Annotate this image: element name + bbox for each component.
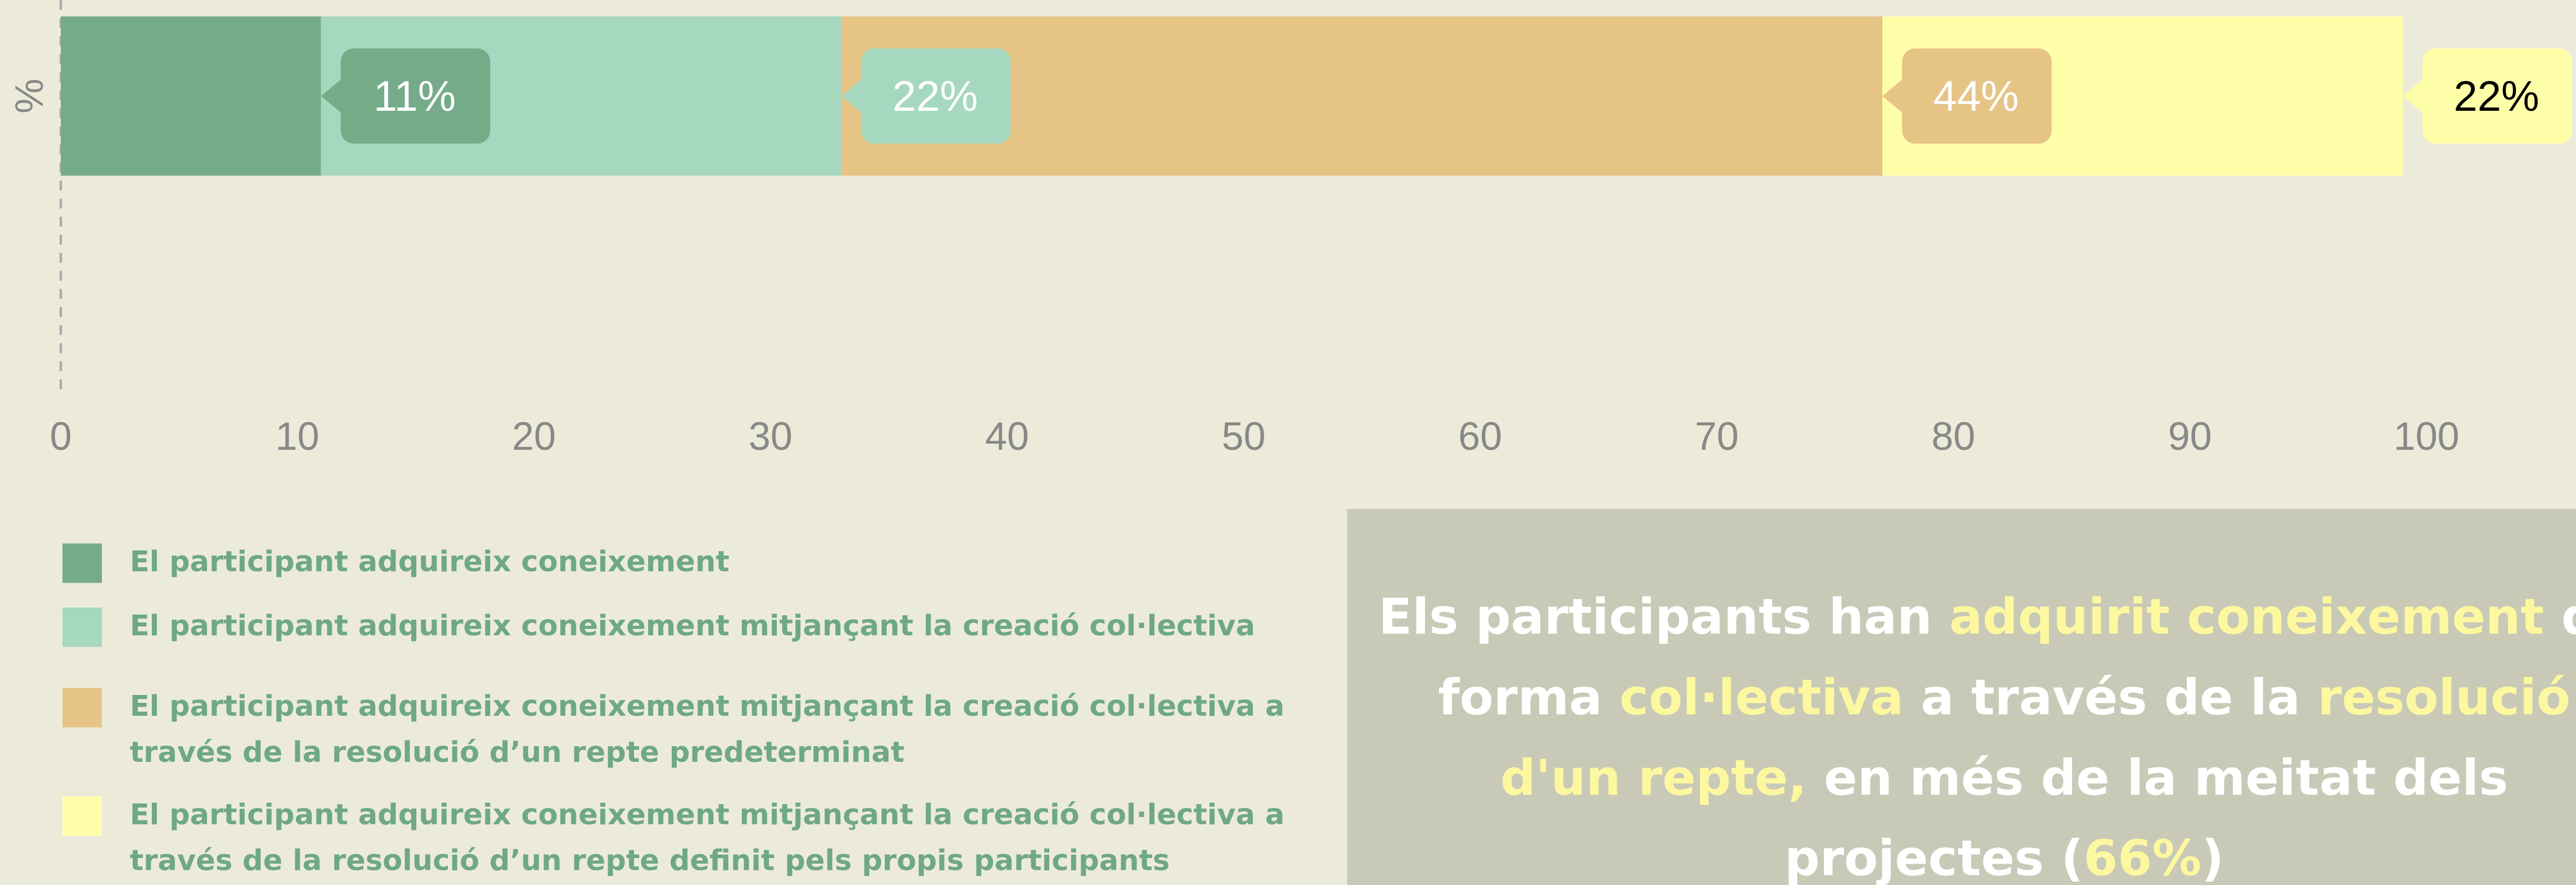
value-label-box: [321, 48, 491, 144]
legend-text: El participant adquireix coneixement mit…: [129, 691, 1285, 770]
annotation-part: a través de la: [1903, 670, 2318, 728]
annotation-part: Els participants han: [1378, 589, 1949, 647]
legend-entry: El participant adquireix coneixement mit…: [129, 800, 1285, 879]
bar-segment: [841, 16, 1883, 176]
annotation-part: resolució d'un repte,: [1500, 670, 2571, 808]
legend-entry: El participant adquireix coneixement mit…: [129, 611, 1256, 644]
annotation: Els participants han adquirit coneixemen…: [1372, 578, 2576, 885]
x-tick-label: 70: [1695, 414, 1739, 458]
value-label: 44%: [1934, 73, 2019, 120]
x-tick-label: 100: [2394, 414, 2460, 458]
value-label-box: [2403, 48, 2572, 144]
legend-swatch: [62, 688, 102, 728]
x-tick-label: 50: [1222, 414, 1266, 458]
bar-segment: [61, 16, 321, 176]
legend-text: El participant adquireix coneixement mit…: [129, 611, 1256, 644]
annotation-part: de forma: [1438, 589, 2576, 728]
x-tick-label: 20: [512, 414, 556, 458]
legend-entry: El participant adquireix coneixement mit…: [129, 691, 1285, 770]
legend-entry: El participant adquireix coneixement: [129, 547, 730, 580]
annotation-part: col·lectiva: [1619, 670, 1904, 728]
x-tick-label: 90: [2168, 414, 2212, 458]
annotation-part: en més de la meitat dels projectes (: [1784, 750, 2508, 885]
x-tick-label: 0: [50, 414, 72, 458]
x-tick-label: 40: [985, 414, 1029, 458]
annotation-box: [1347, 509, 2576, 885]
annotation-part: ): [2201, 830, 2224, 885]
legend-text: El participant adquireix coneixement: [129, 547, 730, 580]
value-label: 11%: [374, 73, 456, 120]
annotation-text: Els participants han adquirit coneixemen…: [1372, 578, 2576, 885]
legend-swatch: [62, 607, 102, 647]
x-tick-label: 10: [276, 414, 320, 458]
annotation-part: adquirit coneixement: [1949, 589, 2544, 647]
value-label-box: [841, 48, 1011, 144]
legend-swatch: [62, 543, 102, 583]
x-tick-label: 30: [749, 414, 793, 458]
annotation-part: 66%: [2083, 830, 2202, 885]
legend-text: El participant adquireix coneixement mit…: [129, 800, 1285, 879]
x-tick-label: 60: [1458, 414, 1502, 458]
value-label: 22%: [2454, 73, 2539, 120]
legend-swatch: [62, 796, 102, 836]
category-label: %: [7, 79, 51, 114]
value-label: 22%: [892, 73, 978, 120]
value-label-box: [1882, 48, 2052, 144]
x-tick-label: 80: [1931, 414, 1975, 458]
